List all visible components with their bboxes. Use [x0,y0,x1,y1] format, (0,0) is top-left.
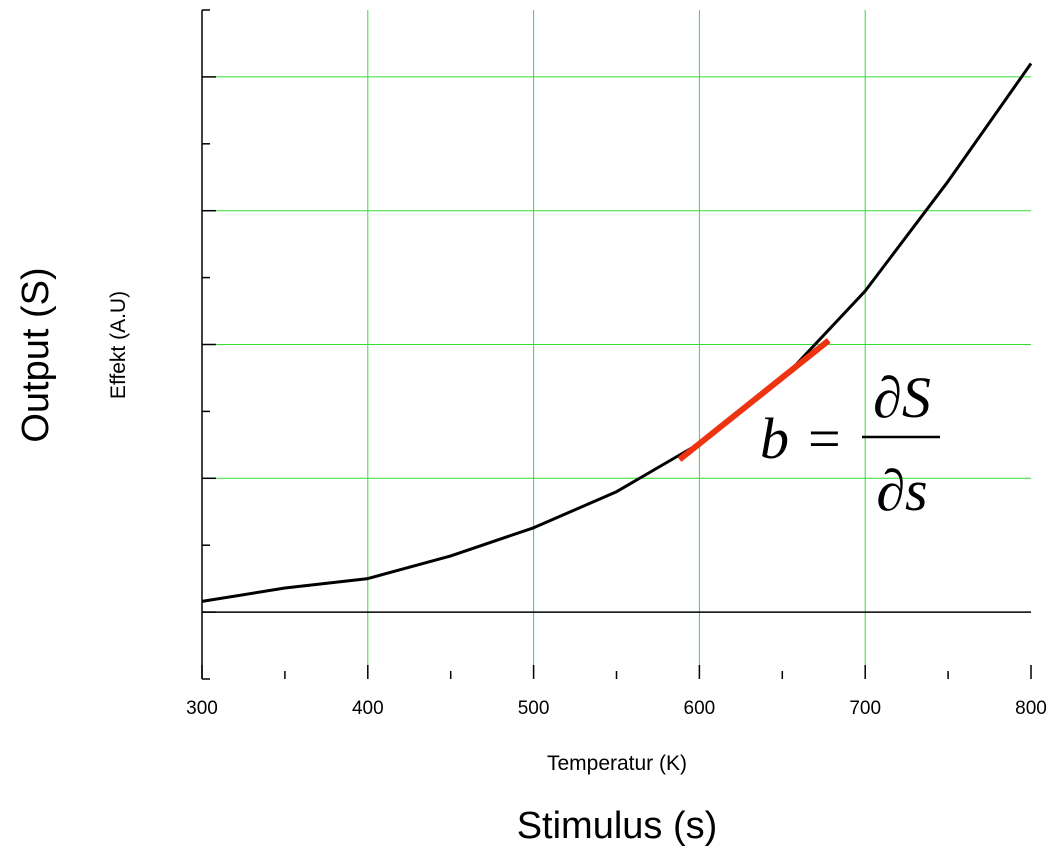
series [201,62,1033,603]
y-axis-label: Effekt (A.U) [107,291,130,399]
x-tick-label: 300 [186,698,218,719]
x-tick-label: 400 [352,698,384,719]
formula-denominator: ∂s [876,458,927,523]
x-axis-label: Temperatur (K) [547,752,687,775]
tangent-line [677,338,831,462]
formula-numerator: ∂S [873,365,931,430]
tick-labels: 300 400 500 600 700 800 [186,698,1047,719]
slope-formula: b = ∂S ∂s [760,365,940,523]
x-tick-label: 700 [849,698,881,719]
x-axis-label-secondary: Stimulus (s) [517,805,718,847]
grid [202,10,1031,679]
x-tick-label: 800 [1015,698,1047,719]
ticks [201,9,1032,680]
formula-lhs: b [760,406,789,471]
response-curve [201,62,1033,603]
formula-equals: = [808,406,841,471]
x-tick-label: 500 [518,698,550,719]
y-axis-label-secondary: Output (S) [15,267,57,442]
x-tick-label: 600 [684,698,716,719]
